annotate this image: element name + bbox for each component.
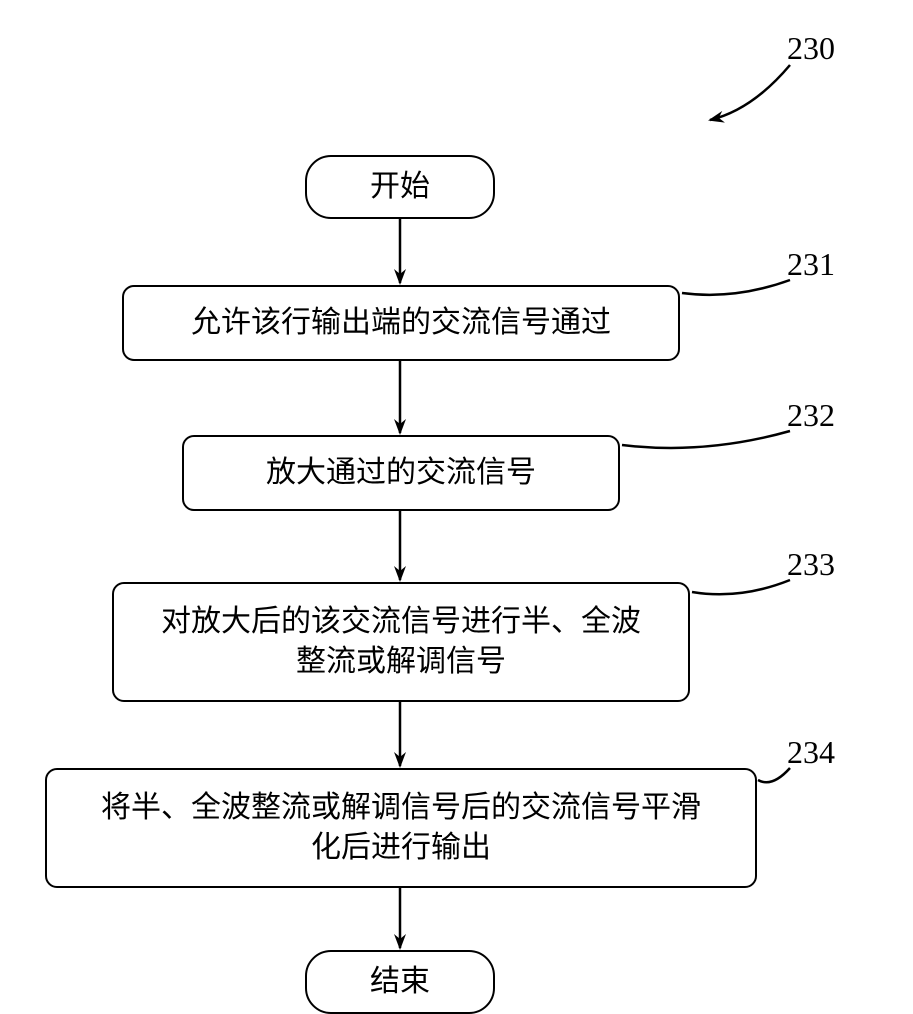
node-end: 结束 (305, 950, 495, 1014)
label-232-text: 232 (787, 397, 835, 433)
label-230-text: 230 (787, 30, 835, 66)
node-234-text: 将半、全波整流或解调信号后的交流信号平滑 化后进行输出 (101, 788, 701, 869)
label-231: 231 (787, 246, 835, 283)
node-231: 允许该行输出端的交流信号通过 (122, 285, 680, 361)
label-231-text: 231 (787, 246, 835, 282)
node-234: 将半、全波整流或解调信号后的交流信号平滑 化后进行输出 (45, 768, 757, 888)
label-230: 230 (787, 30, 835, 67)
label-234: 234 (787, 734, 835, 771)
node-end-text: 结束 (370, 962, 430, 1003)
label-233-text: 233 (787, 546, 835, 582)
flowchart-canvas: 开始 允许该行输出端的交流信号通过 放大通过的交流信号 对放大后的该交流信号进行… (0, 0, 913, 1000)
node-233: 对放大后的该交流信号进行半、全波 整流或解调信号 (112, 582, 690, 702)
node-start-text: 开始 (370, 167, 430, 208)
node-232: 放大通过的交流信号 (182, 435, 620, 511)
node-232-text: 放大通过的交流信号 (266, 453, 536, 494)
node-231-text: 允许该行输出端的交流信号通过 (191, 303, 611, 344)
label-233: 233 (787, 546, 835, 583)
node-233-text: 对放大后的该交流信号进行半、全波 整流或解调信号 (161, 602, 641, 683)
label-232: 232 (787, 397, 835, 434)
node-start: 开始 (305, 155, 495, 219)
label-234-text: 234 (787, 734, 835, 770)
